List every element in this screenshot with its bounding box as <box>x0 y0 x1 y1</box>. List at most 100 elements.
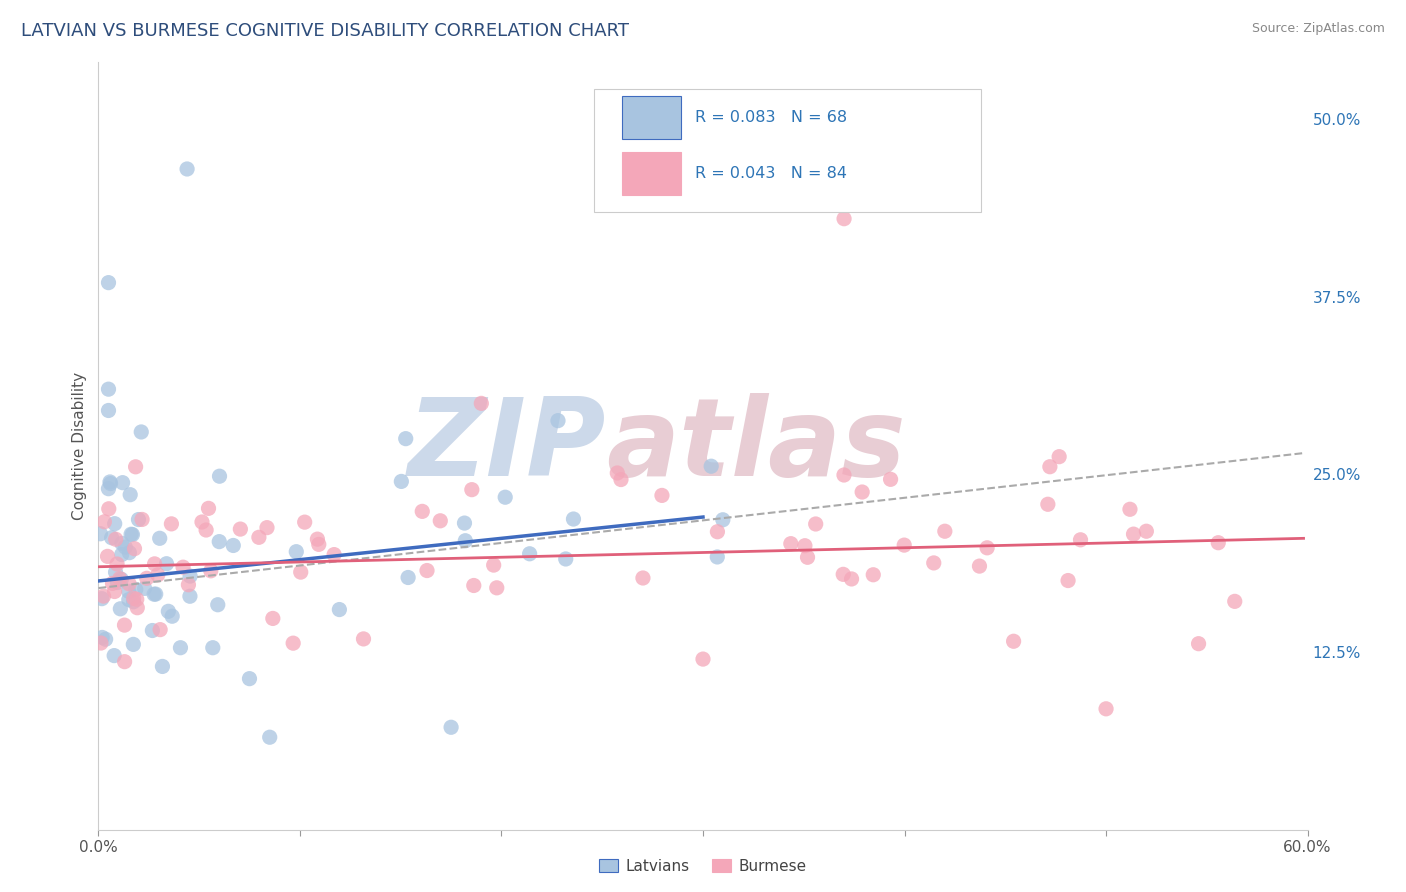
Point <box>120 527 142 541</box>
Point <box>832 211 855 226</box>
Point <box>562 512 585 526</box>
Point <box>155 557 177 571</box>
Point <box>631 571 654 585</box>
Point <box>200 564 222 578</box>
Point <box>832 567 855 582</box>
Legend: Latvians, Burmese: Latvians, Burmese <box>593 853 813 880</box>
Point <box>93 589 115 603</box>
Point <box>108 572 131 586</box>
Point <box>143 587 166 601</box>
Point <box>706 524 728 539</box>
Point <box>1047 450 1070 464</box>
Point <box>841 572 863 586</box>
Point <box>179 589 201 603</box>
Point <box>89 526 111 541</box>
Point <box>283 636 305 650</box>
Point <box>208 469 231 483</box>
Point <box>118 584 141 599</box>
Point <box>308 537 330 551</box>
Point <box>1187 637 1209 651</box>
Text: LATVIAN VS BURMESE COGNITIVE DISABILITY CORRELATION CHART: LATVIAN VS BURMESE COGNITIVE DISABILITY … <box>21 22 628 40</box>
Point <box>1119 502 1142 516</box>
Point <box>893 538 915 552</box>
Point <box>160 609 183 624</box>
Text: ZIP: ZIP <box>408 393 606 499</box>
Point <box>131 512 153 526</box>
Point <box>105 557 128 571</box>
Point <box>247 530 270 544</box>
Point <box>107 575 129 590</box>
Point <box>862 567 884 582</box>
Point <box>176 161 198 176</box>
Point <box>114 618 136 632</box>
Point <box>104 533 127 547</box>
Point <box>127 512 149 526</box>
Point <box>125 582 148 597</box>
Point <box>307 532 329 546</box>
Point <box>191 515 214 529</box>
Point <box>104 565 127 579</box>
Point <box>110 602 132 616</box>
Point <box>976 541 998 555</box>
Point <box>1070 533 1092 547</box>
Point <box>832 468 855 483</box>
Point <box>294 515 316 529</box>
Point <box>177 578 200 592</box>
Point <box>114 655 136 669</box>
Point <box>429 514 451 528</box>
Point <box>256 521 278 535</box>
Point <box>103 584 125 599</box>
Point <box>706 549 728 564</box>
Point <box>120 488 142 502</box>
Point <box>222 539 245 553</box>
Text: Source: ZipAtlas.com: Source: ZipAtlas.com <box>1251 22 1385 36</box>
Point <box>143 557 166 571</box>
Point <box>118 577 141 591</box>
Point <box>146 567 169 582</box>
Point <box>121 527 143 541</box>
Point <box>91 631 114 645</box>
Point <box>103 648 125 663</box>
Point <box>122 595 145 609</box>
Point <box>396 570 419 584</box>
Point <box>440 720 463 734</box>
Point <box>463 578 485 592</box>
Point <box>97 501 120 516</box>
Point <box>1036 497 1059 511</box>
Point <box>547 414 569 428</box>
Point <box>98 475 121 489</box>
Point <box>135 571 157 585</box>
Point <box>111 536 134 550</box>
Point <box>195 523 218 537</box>
Point <box>1206 535 1229 549</box>
Point <box>851 485 873 500</box>
Point <box>389 475 412 489</box>
Point <box>134 582 156 596</box>
Point <box>934 524 956 539</box>
Point <box>610 473 633 487</box>
Point <box>110 572 132 586</box>
Point <box>290 565 312 579</box>
Point <box>328 602 350 616</box>
Point <box>692 652 714 666</box>
Point <box>97 403 120 417</box>
Point <box>149 531 172 545</box>
Point <box>124 541 146 556</box>
Point <box>229 522 252 536</box>
Point <box>90 591 112 606</box>
Point <box>969 559 991 574</box>
Point <box>127 600 149 615</box>
Point <box>922 556 945 570</box>
Point <box>100 531 122 545</box>
Point <box>152 659 174 673</box>
Point <box>1135 524 1157 539</box>
Point <box>285 544 308 558</box>
Point <box>238 672 260 686</box>
Point <box>395 432 418 446</box>
Point <box>262 611 284 625</box>
Point <box>411 504 433 518</box>
Point <box>118 592 141 607</box>
Point <box>111 475 134 490</box>
Point <box>1039 459 1062 474</box>
Point <box>97 382 120 396</box>
